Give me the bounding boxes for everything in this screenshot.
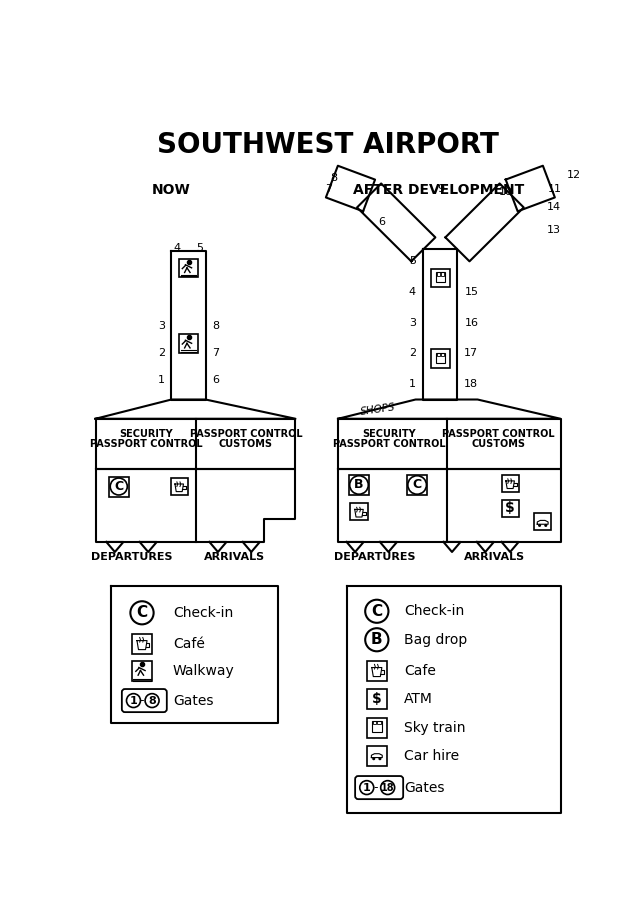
Bar xyxy=(441,353,444,356)
Text: 8: 8 xyxy=(212,321,219,331)
Text: 17: 17 xyxy=(464,348,479,358)
Bar xyxy=(349,475,369,495)
Text: SECURITY: SECURITY xyxy=(362,429,416,439)
Text: Bag drop: Bag drop xyxy=(404,633,467,647)
Text: CUSTOMS: CUSTOMS xyxy=(219,439,273,450)
Text: 13: 13 xyxy=(547,225,561,235)
Bar xyxy=(407,475,428,495)
Text: AFTER DEVELOPMENT: AFTER DEVELOPMENT xyxy=(353,183,524,198)
Text: 6: 6 xyxy=(378,218,385,227)
Bar xyxy=(534,512,551,530)
Text: -: - xyxy=(374,781,378,794)
Bar xyxy=(431,350,450,368)
Text: 15: 15 xyxy=(465,287,478,296)
Text: ARRIVALS: ARRIVALS xyxy=(464,552,525,562)
Bar xyxy=(436,353,440,356)
Text: 16: 16 xyxy=(465,318,478,328)
Bar xyxy=(132,633,152,653)
Text: CUSTOMS: CUSTOMS xyxy=(472,439,525,450)
Text: Car hire: Car hire xyxy=(404,749,459,763)
Circle shape xyxy=(538,524,541,527)
Text: Check-in: Check-in xyxy=(173,605,233,620)
Text: B: B xyxy=(355,478,364,491)
Text: 10: 10 xyxy=(499,186,513,197)
Text: 12: 12 xyxy=(566,171,580,180)
Text: 2: 2 xyxy=(409,348,416,358)
Bar xyxy=(502,475,518,492)
Text: $: $ xyxy=(372,692,381,706)
Bar xyxy=(436,271,445,282)
Bar xyxy=(109,476,129,497)
Bar xyxy=(502,499,518,517)
Text: PASSPORT CONTROL: PASSPORT CONTROL xyxy=(189,429,302,439)
Text: Walkway: Walkway xyxy=(173,665,235,678)
Bar xyxy=(372,721,376,725)
Text: NOW: NOW xyxy=(152,183,191,198)
Text: 5: 5 xyxy=(196,243,204,253)
Text: 4: 4 xyxy=(173,243,180,253)
Text: 8: 8 xyxy=(148,696,156,705)
Bar xyxy=(367,717,387,737)
Text: ATM: ATM xyxy=(404,692,433,706)
Bar xyxy=(377,721,381,725)
Bar xyxy=(179,334,198,353)
Bar xyxy=(367,746,387,766)
Bar xyxy=(441,272,444,276)
Text: 11: 11 xyxy=(548,184,562,194)
Text: 5: 5 xyxy=(409,256,416,266)
Text: B: B xyxy=(371,632,383,647)
Text: 1: 1 xyxy=(409,379,416,390)
Bar xyxy=(171,478,188,495)
Text: Café: Café xyxy=(173,637,205,651)
Text: 18: 18 xyxy=(381,783,394,793)
Text: 6: 6 xyxy=(212,376,219,385)
Bar xyxy=(436,353,445,363)
Bar xyxy=(367,689,387,709)
Text: C: C xyxy=(114,480,124,493)
Text: PASSPORT CONTROL: PASSPORT CONTROL xyxy=(442,429,555,439)
Text: 1: 1 xyxy=(158,376,165,385)
Text: SECURITY: SECURITY xyxy=(119,429,173,439)
Circle shape xyxy=(544,524,547,527)
Text: 1: 1 xyxy=(129,696,138,705)
Text: Gates: Gates xyxy=(404,781,444,795)
Text: 3: 3 xyxy=(409,318,416,328)
Text: PASSPORT CONTROL: PASSPORT CONTROL xyxy=(90,439,202,450)
Text: 7: 7 xyxy=(325,184,332,194)
Text: C: C xyxy=(371,604,382,618)
Text: $: $ xyxy=(505,501,515,515)
Text: 7: 7 xyxy=(212,348,219,358)
Bar xyxy=(372,721,382,732)
Circle shape xyxy=(372,757,375,761)
Text: SOUTHWEST AIRPORT: SOUTHWEST AIRPORT xyxy=(157,131,499,160)
Bar xyxy=(436,272,440,276)
Bar xyxy=(351,503,367,521)
Text: Gates: Gates xyxy=(173,693,214,708)
Bar xyxy=(179,258,198,277)
Circle shape xyxy=(378,757,381,761)
Text: ARRIVALS: ARRIVALS xyxy=(204,552,266,562)
Text: 2: 2 xyxy=(158,348,165,358)
Bar xyxy=(431,269,450,287)
Text: 9: 9 xyxy=(437,185,444,195)
Text: DEPARTURES: DEPARTURES xyxy=(91,552,173,562)
Text: 3: 3 xyxy=(158,321,165,331)
Text: Cafe: Cafe xyxy=(404,664,436,677)
Text: C: C xyxy=(136,605,148,620)
Text: Sky train: Sky train xyxy=(404,721,465,735)
Text: C: C xyxy=(413,478,422,491)
Text: 4: 4 xyxy=(409,287,416,296)
Text: -: - xyxy=(140,694,144,707)
Text: Check-in: Check-in xyxy=(404,605,464,618)
Text: SHOPS: SHOPS xyxy=(360,402,397,417)
Text: 18: 18 xyxy=(464,379,479,390)
Text: 1: 1 xyxy=(363,783,371,793)
Text: DEPARTURES: DEPARTURES xyxy=(333,552,415,562)
Bar xyxy=(132,661,152,681)
Bar xyxy=(367,661,387,680)
Text: 14: 14 xyxy=(547,202,561,212)
Text: 8: 8 xyxy=(330,173,337,183)
Text: PASSPORT CONTROL: PASSPORT CONTROL xyxy=(333,439,445,450)
